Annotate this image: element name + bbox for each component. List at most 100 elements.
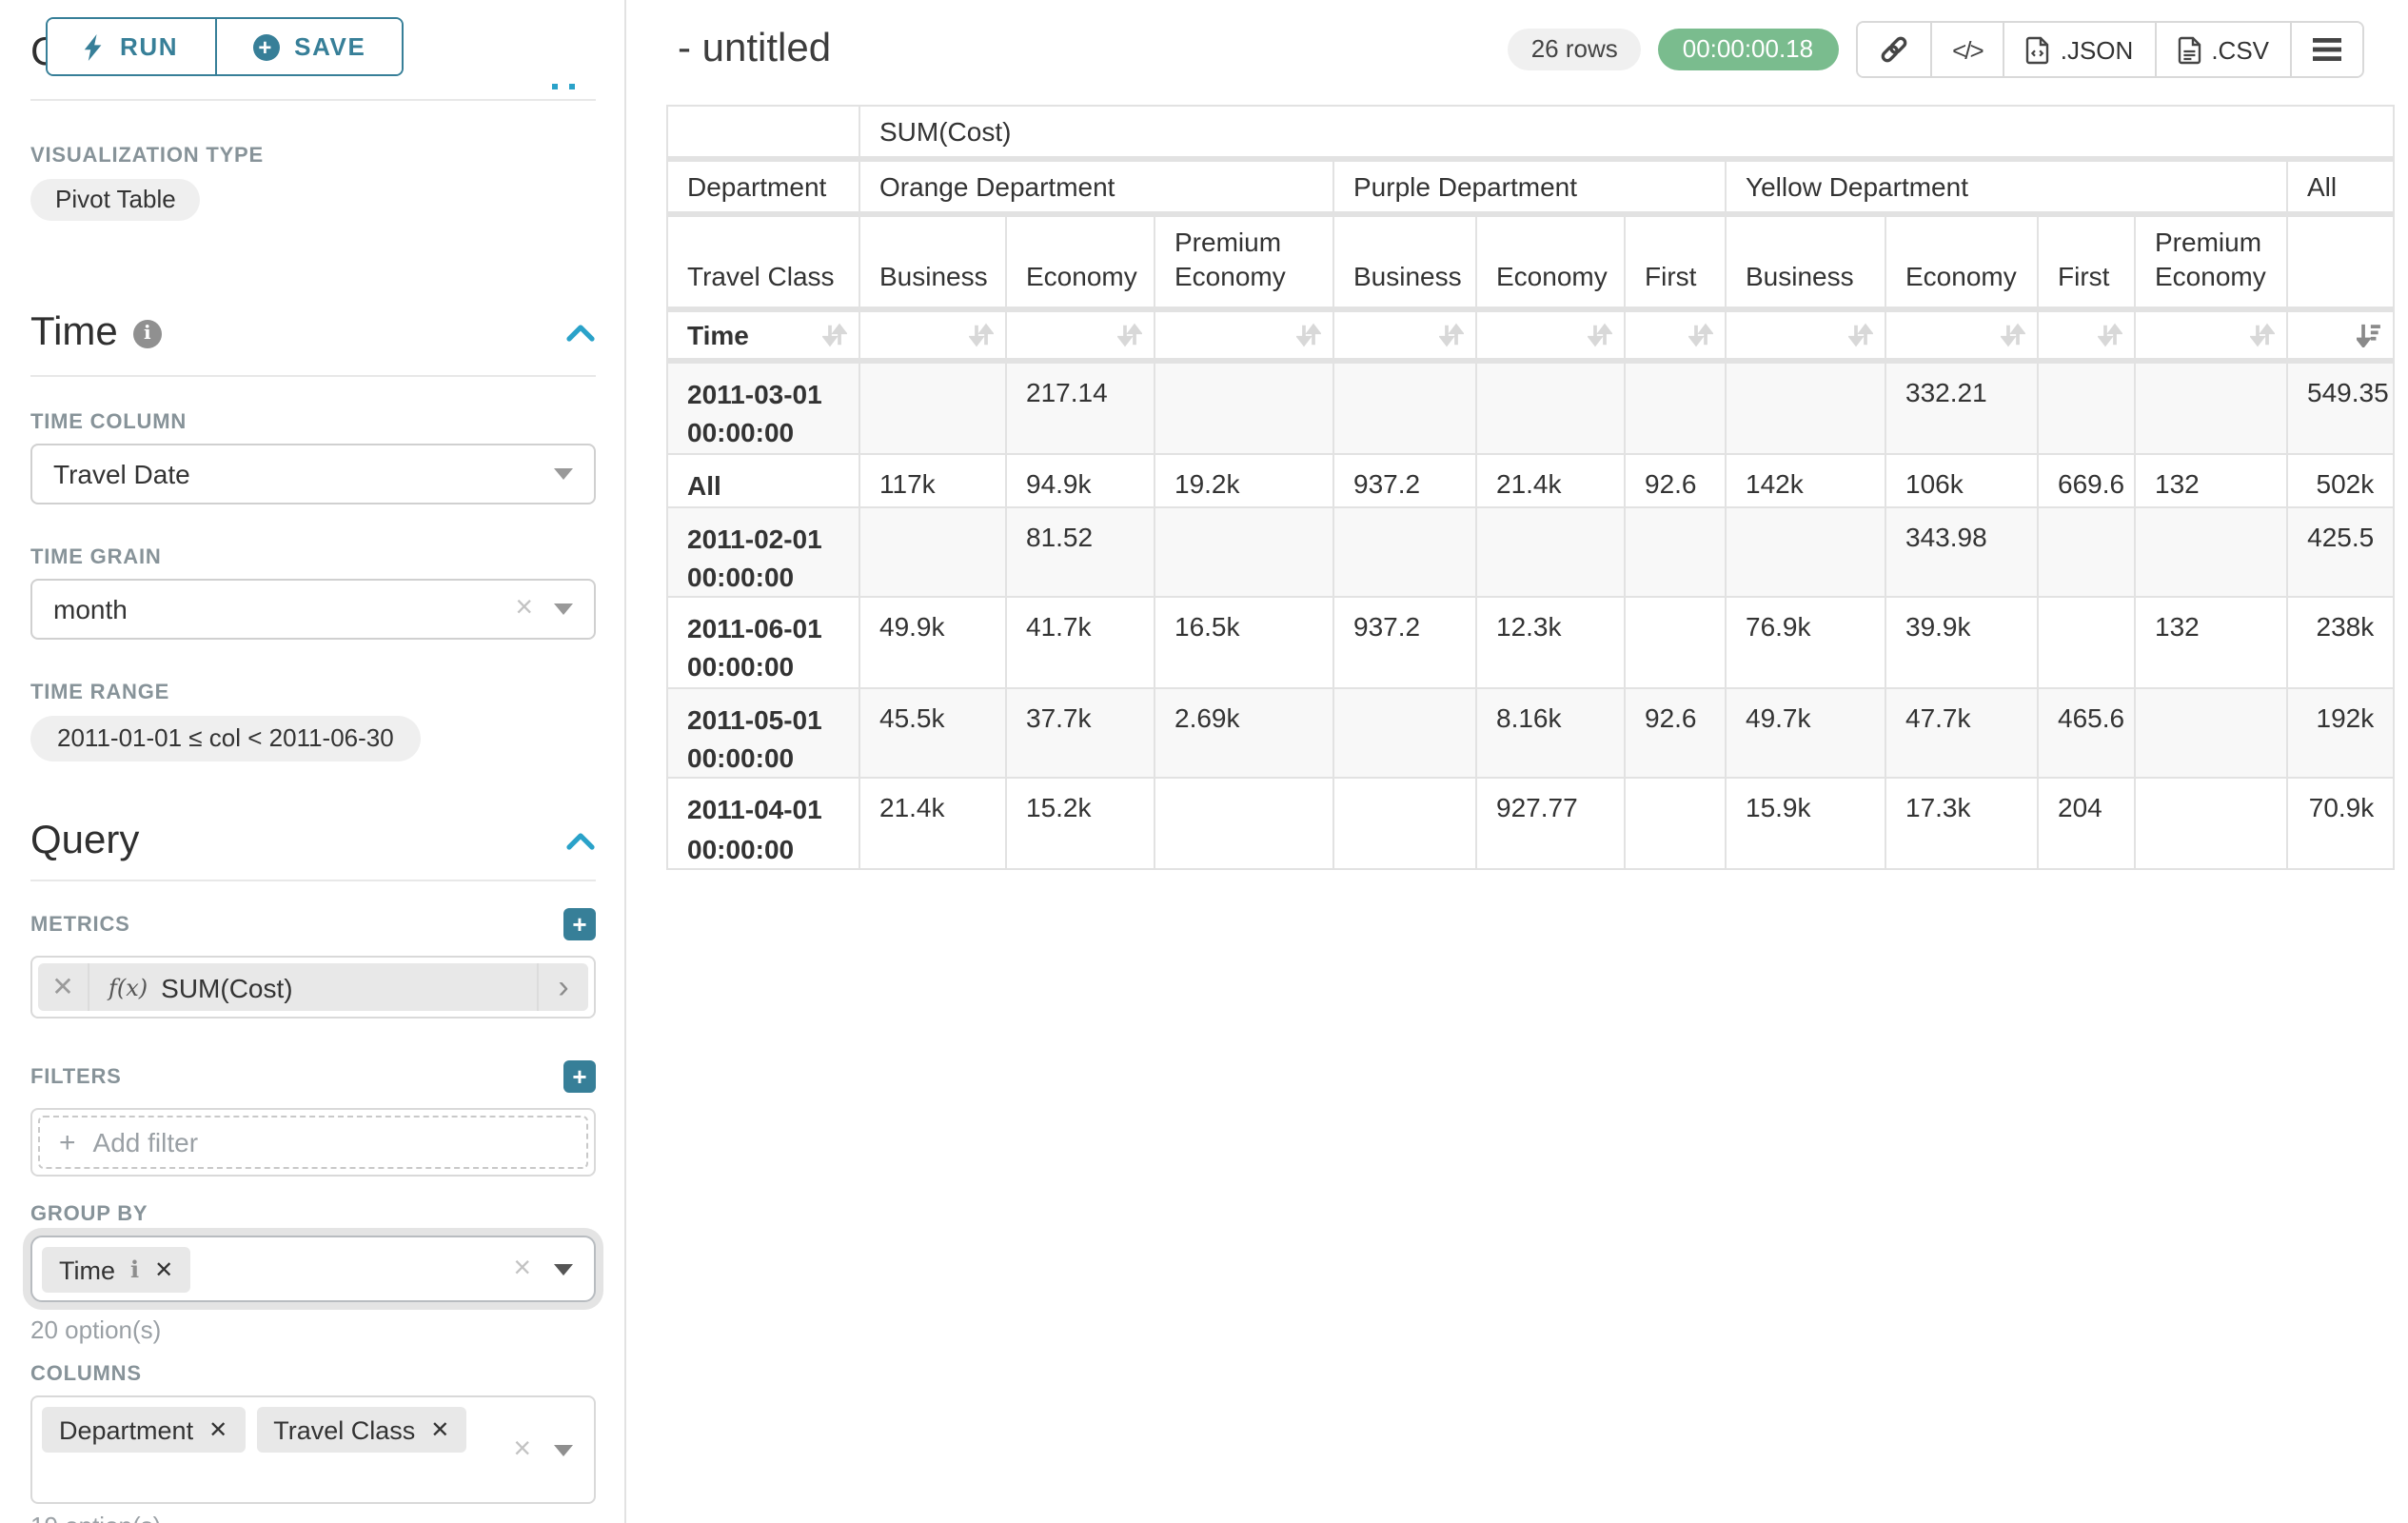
metric-pill[interactable]: f(x) SUM(Cost) (38, 963, 588, 1011)
sort-icon[interactable] (2250, 323, 2275, 347)
time-column-value: Travel Date (53, 459, 190, 489)
remove-metric-icon[interactable] (38, 963, 89, 1011)
clear-icon[interactable] (513, 1254, 531, 1284)
columns-select[interactable]: Department Travel Class (30, 1395, 596, 1504)
pivot-cell: 927.77 (1476, 779, 1625, 869)
sort-icon[interactable] (969, 323, 994, 347)
pivot-cell (2038, 361, 2135, 453)
group-header: Yellow Department (1726, 159, 2287, 214)
pivot-cell: 343.98 (1885, 506, 2038, 597)
pivot-cell (1476, 506, 1625, 597)
pivot-cell: 76.9k (1726, 597, 1885, 687)
export-json-button[interactable]: .JSON (2003, 23, 2155, 76)
metric-header-cell: SUM(Cost) (859, 106, 2394, 159)
add-filter-button[interactable]: Add filter (38, 1116, 588, 1169)
group-by-select[interactable]: Time (30, 1236, 596, 1302)
sort-icon[interactable] (1588, 323, 1612, 347)
pivot-cell: 142k (1726, 453, 1885, 506)
remove-pill-icon[interactable] (154, 1256, 173, 1283)
class-header: Premium Economy (2135, 214, 2287, 309)
sort-icon[interactable] (1296, 323, 1321, 347)
sort-icon[interactable] (1848, 323, 1873, 347)
expand-metric-icon[interactable] (537, 963, 588, 1011)
group-header: Orange Department (859, 159, 1333, 214)
pivot-cell (1476, 361, 1625, 453)
sort-icon[interactable] (1688, 323, 1713, 347)
pivot-cell: 8.16k (1476, 688, 1625, 779)
column-sort-header[interactable] (1625, 309, 1726, 361)
query-section-title: Query (30, 819, 139, 864)
remove-pill-icon[interactable] (208, 1416, 227, 1443)
sort-icon[interactable] (1117, 323, 1142, 347)
pivot-cell: 669.6 (2038, 453, 2135, 506)
pivot-cell-total: 238k (2287, 597, 2394, 687)
pivot-cell: 2.69k (1155, 688, 1333, 779)
sort-icon[interactable] (2001, 323, 2025, 347)
sort-icon[interactable] (1439, 323, 1464, 347)
corner-cell (667, 106, 859, 159)
pivot-cell (1625, 779, 1726, 869)
chart-panel: - untitled 26 rows 00:00:00.18 </ (626, 0, 2408, 1523)
clear-icon[interactable] (515, 594, 533, 624)
more-menu-button[interactable] (2290, 23, 2362, 76)
pivot-cell: 92.6 (1625, 453, 1726, 506)
run-button[interactable]: RUN (48, 19, 214, 74)
row-header: 2011-03-01 00:00:00 (667, 361, 859, 453)
column-sort-header[interactable] (1155, 309, 1333, 361)
all-column-sort-header[interactable] (2287, 309, 2394, 361)
embed-code-button[interactable]: </> (1929, 23, 2003, 76)
columns-pill-department[interactable]: Department (42, 1407, 245, 1453)
pivot-cell-total: 549.35 (2287, 361, 2394, 453)
add-filter-plus-button[interactable] (563, 1060, 596, 1093)
remove-pill-icon[interactable] (430, 1416, 449, 1443)
add-metric-button[interactable] (563, 908, 596, 940)
column-sort-header[interactable] (2038, 309, 2135, 361)
pivot-cell-total: 70.9k (2287, 779, 2394, 869)
code-icon: </> (1952, 35, 1983, 64)
column-sort-header[interactable] (1476, 309, 1625, 361)
export-csv-button[interactable]: .CSV (2154, 23, 2290, 76)
time-section-title: Time (30, 310, 118, 356)
copy-link-button[interactable] (1857, 23, 1929, 76)
column-sort-header[interactable] (1726, 309, 1885, 361)
time-range-value[interactable]: 2011-01-01 ≤ col < 2011-06-30 (30, 716, 421, 762)
export-json-label: .JSON (2061, 35, 2134, 64)
pivot-cell (859, 506, 1006, 597)
pivot-cell: 937.2 (1333, 453, 1476, 506)
pivot-cell: 17.3k (1885, 779, 2038, 869)
columns-pill-travel-class[interactable]: Travel Class (256, 1407, 466, 1453)
info-circle-icon[interactable] (133, 319, 162, 347)
time-sort-header[interactable]: Time (667, 309, 859, 361)
query-collapse-chevron-up-icon[interactable] (565, 832, 596, 851)
column-sort-header[interactable] (859, 309, 1006, 361)
time-collapse-chevron-up-icon[interactable] (565, 324, 596, 343)
clear-icon[interactable] (513, 1434, 531, 1465)
pivot-cell: 15.9k (1726, 779, 1885, 869)
time-column-select[interactable]: Travel Date (30, 444, 596, 504)
chart-title[interactable]: - untitled (678, 27, 831, 72)
chart-type-collapse-icon[interactable] (552, 84, 575, 89)
pivot-cell (1333, 779, 1476, 869)
columns-pill-label: Department (59, 1415, 193, 1444)
hamburger-icon (2313, 38, 2341, 61)
column-sort-header[interactable] (1885, 309, 2038, 361)
class-header: Economy (1006, 214, 1155, 309)
save-button[interactable]: + SAVE (214, 19, 402, 74)
column-sort-header[interactable] (1006, 309, 1155, 361)
metrics-label-row: METRICS (30, 908, 596, 940)
time-grain-select[interactable]: month (30, 579, 596, 640)
row-count-badge: 26 rows (1509, 29, 1641, 70)
group-by-pill-time[interactable]: Time (42, 1247, 190, 1293)
sort-icon[interactable] (822, 323, 847, 347)
sort-icon[interactable] (2098, 323, 2122, 347)
query-timer-badge: 00:00:00.18 (1658, 29, 1838, 70)
column-sort-header[interactable] (1333, 309, 1476, 361)
filters-label-row: FILTERS (30, 1060, 596, 1093)
group-by-label: GROUP BY (30, 1203, 596, 1226)
pivot-cell (1333, 688, 1476, 779)
query-section-header: Query (30, 819, 596, 864)
columns-options-count: 19 option(s) (30, 1512, 596, 1523)
column-sort-header[interactable] (2135, 309, 2287, 361)
visualization-type-value[interactable]: Pivot Table (30, 179, 201, 221)
sort-amount-desc-icon[interactable] (2357, 323, 2381, 347)
